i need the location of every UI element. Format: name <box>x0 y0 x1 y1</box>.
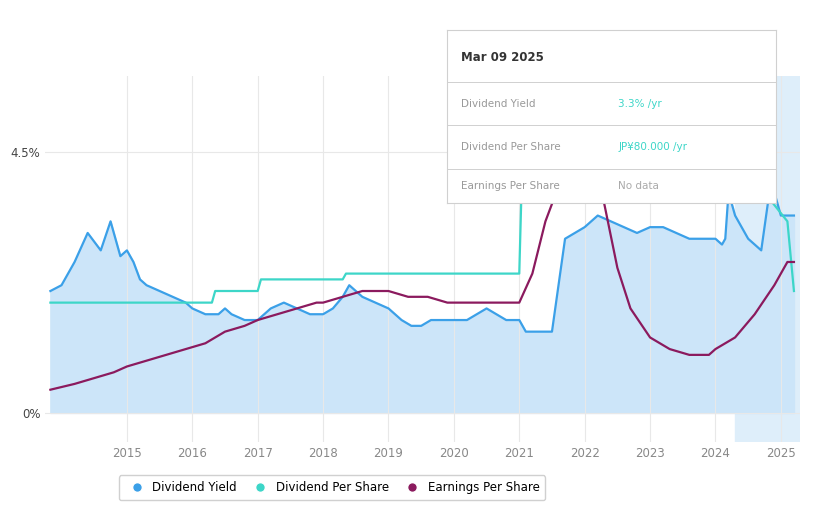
Legend: Dividend Yield, Dividend Per Share, Earnings Per Share: Dividend Yield, Dividend Per Share, Earn… <box>119 475 545 500</box>
Text: 3.3% /yr: 3.3% /yr <box>618 99 662 109</box>
Text: Past: Past <box>738 173 763 185</box>
Text: Dividend Yield: Dividend Yield <box>461 99 535 109</box>
Text: JP¥80.000 /yr: JP¥80.000 /yr <box>618 142 687 152</box>
Text: Mar 09 2025: Mar 09 2025 <box>461 51 544 64</box>
Text: No data: No data <box>618 181 659 191</box>
Bar <box>735 76 800 442</box>
Text: Earnings Per Share: Earnings Per Share <box>461 181 559 191</box>
Text: Dividend Per Share: Dividend Per Share <box>461 142 560 152</box>
